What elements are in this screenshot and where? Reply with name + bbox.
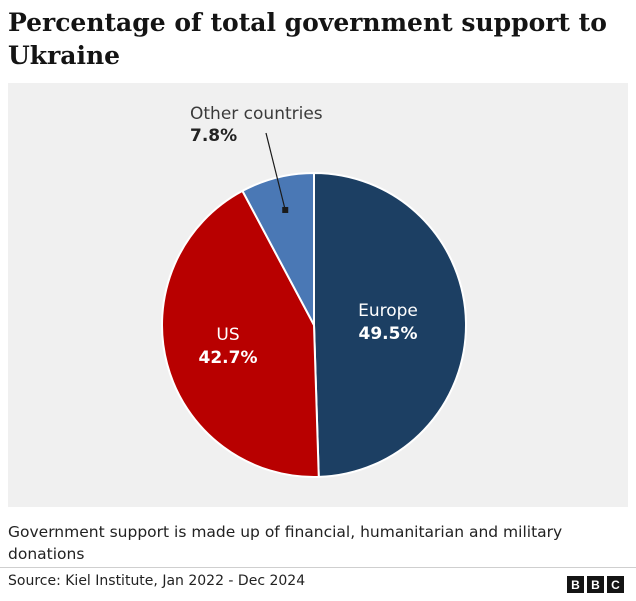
leader-line — [265, 132, 286, 211]
slice-label-other-countries: Other countries — [190, 104, 323, 124]
slice-value-us: 42.7% — [199, 348, 258, 368]
pie-slice-europe — [313, 172, 467, 478]
bbc-logo: B B C — [567, 576, 624, 593]
chart-title: Percentage of total government support t… — [8, 8, 607, 70]
bbc-logo-letter: B — [587, 576, 604, 593]
slice-label-us: US — [216, 325, 239, 345]
slice-value-europe: 49.5% — [359, 324, 418, 344]
chart-panel: Europe 49.5% US 42.7% Other countries 7.8% — [8, 83, 628, 507]
slice-label-europe: Europe — [358, 301, 418, 321]
bbc-logo-letter: B — [567, 576, 584, 593]
leader-line-marker — [282, 206, 289, 213]
pie-slices — [161, 172, 467, 478]
source-bar: Source: Kiel Institute, Jan 2022 - Dec 2… — [0, 567, 636, 601]
bbc-logo-letter: C — [607, 576, 624, 593]
source-text: Source: Kiel Institute, Jan 2022 - Dec 2… — [8, 573, 306, 589]
footnote: Government support is made up of financi… — [8, 523, 563, 563]
slice-value-other-countries: 7.8% — [190, 126, 237, 146]
